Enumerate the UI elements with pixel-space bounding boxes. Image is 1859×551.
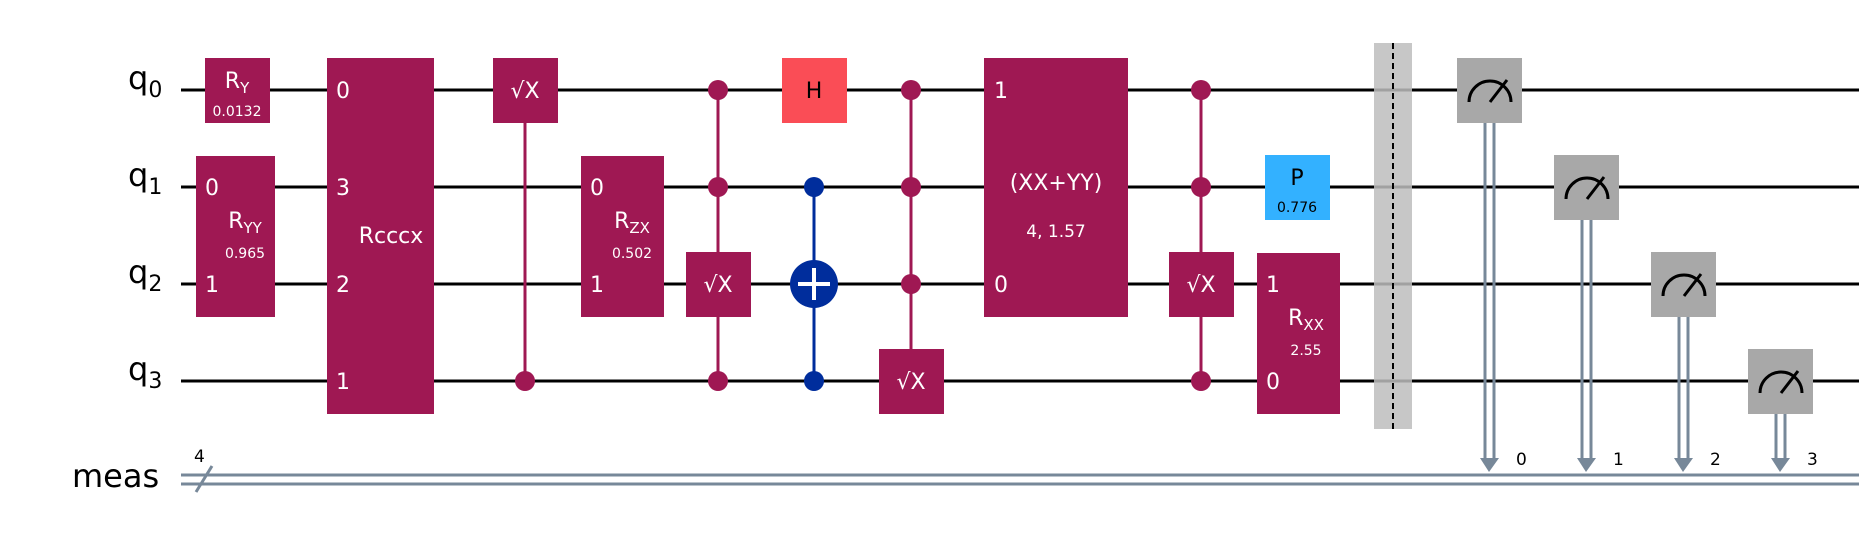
h-gate-label: H xyxy=(806,79,823,104)
control-dot xyxy=(804,371,824,391)
control-dot xyxy=(708,371,728,391)
rcccx-gate[interactable]: 0 3 2 1 Rcccx xyxy=(327,58,434,414)
xx-plus-yy-gate[interactable]: 1 0 (XX+YY) 4, 1.57 xyxy=(984,58,1128,317)
ryy-gate-param: 0.965 xyxy=(225,246,265,262)
control-dot xyxy=(901,80,921,100)
control-dot xyxy=(1191,371,1211,391)
sx-gate-label: √X xyxy=(510,79,539,104)
wire-label-q3: q3 xyxy=(128,350,162,394)
rxx-gate-qubit-0: 1 xyxy=(1266,273,1280,298)
p-gate[interactable]: P 0.776 xyxy=(1265,155,1330,220)
rzx-gate-qubit-1: 1 xyxy=(590,273,604,298)
classical-register-wire: 4 xyxy=(181,447,1859,493)
sx-gate-label: √X xyxy=(1186,273,1215,298)
clbit-index-3: 3 xyxy=(1807,450,1818,470)
rcccx-qubit-q0: 0 xyxy=(336,79,350,104)
wire-label-meas: meas xyxy=(72,457,159,495)
sx-gate-label: √X xyxy=(703,273,732,298)
ryy-gate-label: RYY xyxy=(228,209,262,237)
measure-q0[interactable]: 0 xyxy=(1457,58,1527,472)
control-dot xyxy=(804,177,824,197)
clbit-index-0: 0 xyxy=(1516,450,1527,470)
control-dot xyxy=(515,371,535,391)
register-width-slash xyxy=(194,465,214,493)
xxyy-qubit-0: 1 xyxy=(994,79,1008,104)
ry-gate[interactable]: RY 0.0132 xyxy=(205,58,270,123)
cnot-gate[interactable] xyxy=(790,177,838,391)
sx-gate-label: √X xyxy=(896,370,925,395)
rzx-gate-label: RZX xyxy=(614,209,650,237)
rzx-gate[interactable]: 0 1 RZX 0.502 xyxy=(581,156,664,317)
ryy-gate-qubit-1: 1 xyxy=(205,273,219,298)
measure-q1[interactable]: 1 xyxy=(1554,155,1624,472)
control-dot xyxy=(901,274,921,294)
wire-label-q2: q2 xyxy=(128,253,162,297)
mcsx-gate-2[interactable]: √X xyxy=(879,80,944,414)
xxyy-gate-param: 4, 1.57 xyxy=(1026,222,1085,242)
register-width: 4 xyxy=(194,447,205,467)
rzx-gate-param: 0.502 xyxy=(612,246,652,262)
control-dot xyxy=(708,80,728,100)
control-dot xyxy=(1191,177,1211,197)
control-dot xyxy=(1191,80,1211,100)
h-gate[interactable]: H xyxy=(782,58,847,123)
meter-icon xyxy=(1467,79,1513,103)
rcccx-qubit-q2: 2 xyxy=(336,273,350,298)
xxyy-qubit-1: 0 xyxy=(994,273,1008,298)
ryy-gate[interactable]: 0 1 RYY 0.965 xyxy=(196,156,275,317)
rcccx-gate-label: Rcccx xyxy=(359,224,424,249)
barrier xyxy=(1374,43,1412,429)
meter-icon xyxy=(1564,176,1610,200)
p-gate-label: P xyxy=(1290,166,1303,191)
ry-gate-param: 0.0132 xyxy=(213,104,262,120)
rxx-gate-label: RXX xyxy=(1288,306,1324,334)
rcccx-qubit-q1: 3 xyxy=(336,176,350,201)
xxyy-gate-label: (XX+YY) xyxy=(1010,171,1103,196)
ry-gate-label: RY xyxy=(225,69,250,97)
wire-label-q0: q0 xyxy=(128,59,162,103)
rzx-gate-qubit-0: 0 xyxy=(590,176,604,201)
measure-q3[interactable]: 3 xyxy=(1748,349,1818,472)
wire-label-q1: q1 xyxy=(128,156,162,200)
clbit-index-1: 1 xyxy=(1613,450,1624,470)
clbit-index-2: 2 xyxy=(1710,450,1721,470)
meter-icon xyxy=(1758,370,1804,394)
measure-q2[interactable]: 2 xyxy=(1651,252,1721,472)
rxx-gate[interactable]: 1 0 RXX 2.55 xyxy=(1257,253,1340,414)
mcsx-gate-3[interactable]: √X xyxy=(1169,80,1234,391)
rcccx-qubit-q3: 1 xyxy=(336,370,350,395)
p-gate-param: 0.776 xyxy=(1277,200,1317,216)
control-dot xyxy=(708,177,728,197)
control-dot xyxy=(901,177,921,197)
ryy-gate-qubit-0: 0 xyxy=(205,176,219,201)
meter-icon xyxy=(1661,273,1707,297)
csx-gate-1[interactable]: √X xyxy=(493,58,558,391)
rxx-gate-qubit-1: 0 xyxy=(1266,370,1280,395)
rxx-gate-param: 2.55 xyxy=(1290,343,1321,359)
mcsx-gate-1[interactable]: √X xyxy=(686,80,751,391)
